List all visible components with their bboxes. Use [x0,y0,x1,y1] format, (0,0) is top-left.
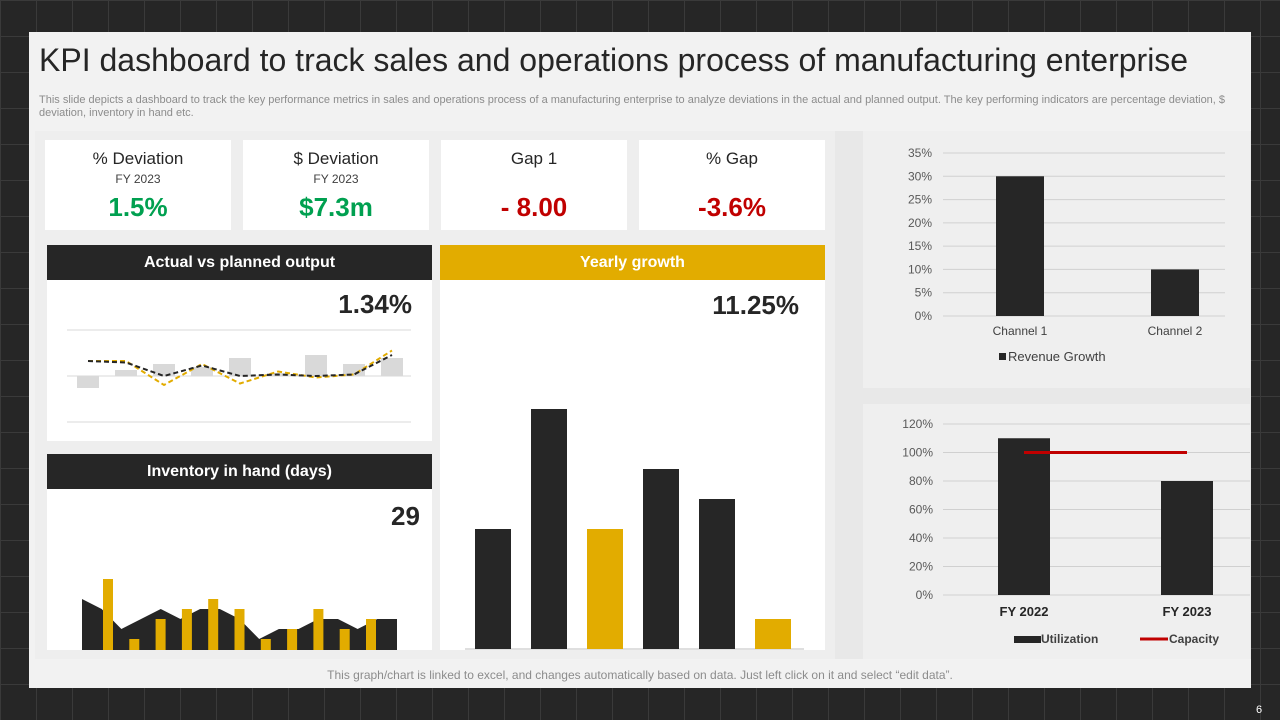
y-tick-label: 60% [909,503,933,517]
kpi-label: $ Deviation [293,149,379,168]
legend-swatch [1014,636,1041,643]
inventory-panel: Inventory in hand (days) 29 [47,454,432,650]
page-subtitle: This slide depicts a dashboard to track … [39,94,1226,119]
y-tick-label: 25% [908,193,932,207]
yearly-growth-panel: Yearly growth 11.25% [440,245,825,650]
kpi-card-percent-deviation: % Deviation FY 2023 1.5% [45,140,231,230]
bar [191,367,213,376]
bar [381,358,403,376]
bar [260,639,271,650]
y-tick-label: 0% [915,309,933,323]
utilization-chart-panel: 0% 20% 40% 60% 80% 100% 120% FY 2022 FY 2023 Util… [863,404,1251,659]
y-tick-label: 30% [908,169,932,183]
bar [366,619,376,650]
footer-note: This graph/chart is linked to excel, and… [327,668,953,682]
revenue-growth-chart: 0% 5% 10% 15% 20% 25% 30% 35% Channel 1 Channel 2… [908,146,1225,364]
bar [129,639,140,650]
bar [475,529,511,649]
y-tick-label: 10% [908,262,932,276]
x-tick-label: FY 2023 [1163,604,1212,619]
bar [153,364,175,376]
y-tick-label: 100% [902,446,933,460]
yearly-growth-chart [465,409,804,650]
kpi-sub: FY 2023 [313,172,359,186]
bar [305,355,327,376]
bar [531,409,567,649]
legend-label: Capacity [1169,632,1219,646]
y-tick-label: 15% [908,239,932,253]
series-line-actual [87,354,393,378]
bar [77,376,99,388]
kpi-value: 1.5% [108,192,168,222]
slide: KPI dashboard to track sales and operati… [29,32,1251,688]
kpi-value: $7.3m [299,192,373,222]
actual-vs-planned-value: 1.34% [338,289,412,319]
y-tick-label: 120% [902,417,933,431]
kpi-card-dollar-deviation: $ Deviation FY 2023 $7.3m [243,140,429,230]
y-tick-label: 35% [908,146,932,160]
kpi-value: -3.6% [698,192,766,222]
inventory-value: 29 [391,501,420,531]
x-tick-label: Channel 2 [1148,324,1203,338]
bar [313,609,324,650]
y-tick-label: 80% [909,474,933,488]
y-tick-label: 40% [909,531,933,545]
kpi-sub: FY 2023 [115,172,161,186]
bar [181,609,192,650]
bar [998,438,1050,595]
x-tick-label: FY 2022 [1000,604,1049,619]
kpi-label: Gap 1 [510,149,558,168]
bar [587,529,623,649]
kpi-label: % Gap [706,149,758,168]
y-tick-label: 20% [909,560,933,574]
page-number: 6 [1256,704,1263,716]
y-tick-label: 5% [915,286,933,300]
y-tick-label: 20% [908,216,932,230]
kpi-label: % Deviation [92,149,184,168]
bar [1161,481,1213,595]
bar [208,599,219,650]
panel-header: Actual vs planned output [47,245,432,280]
legend-swatch [999,353,1006,360]
legend-label: Revenue Growth [1008,349,1106,364]
bar [343,364,365,376]
bar [115,370,137,376]
inventory-chart [82,579,397,650]
yearly-growth-value: 11.25% [712,290,799,320]
bar [699,499,735,649]
kpi-card-gap-1: Gap 1 - 8.00 [441,140,627,230]
panel-header: Inventory in hand (days) [47,454,432,489]
revenue-growth-chart-panel: 0% 5% 10% 15% 20% 25% 30% 35% Channel 1 Channel 2… [863,131,1250,388]
panel-header: Yearly growth [440,245,825,280]
kpi-value: - 8.00 [500,192,568,222]
bar [229,358,251,376]
bar [234,609,245,650]
utilization-capacity-chart: 0% 20% 40% 60% 80% 100% 120% FY 2022 FY 2023 Util… [902,417,1251,646]
bar [996,176,1044,316]
bar [755,619,791,649]
bar [643,469,679,649]
bar [155,619,166,650]
bar [287,629,298,650]
actual-vs-planned-panel: Actual vs planned output 1.34% [47,245,432,441]
page-title: KPI dashboard to track sales and operati… [39,42,1189,78]
x-tick-label: Channel 1 [993,324,1048,338]
y-tick-label: 0% [916,588,934,602]
bar [1151,269,1199,316]
actual-vs-planned-chart [67,329,411,423]
kpi-card-percent-gap: % Gap -3.6% [639,140,825,230]
bar [339,629,350,650]
legend-label: Utilization [1041,632,1098,646]
bar [103,579,113,650]
